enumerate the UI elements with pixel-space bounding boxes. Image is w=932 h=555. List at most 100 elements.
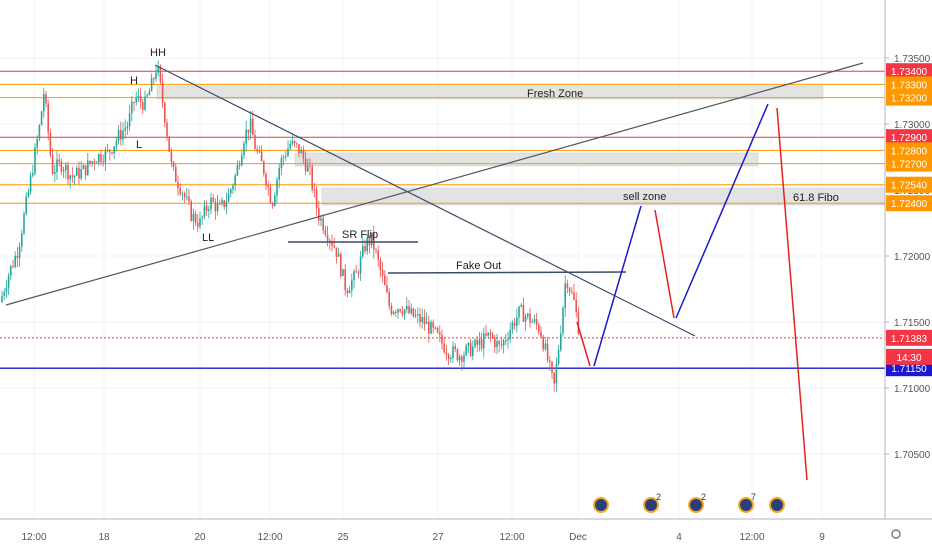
candle-body-149 — [329, 240, 331, 242]
candle-body-262 — [577, 312, 580, 334]
fake-out-line[interactable] — [387, 271, 627, 274]
candle-body-14 — [32, 173, 34, 176]
candle-body-144 — [318, 208, 320, 221]
time-tick-8: 4 — [676, 532, 682, 543]
candle-body-203 — [447, 354, 450, 360]
candle-body-117 — [258, 151, 261, 153]
candle-body-81 — [179, 187, 181, 194]
candle-body-191 — [421, 317, 423, 323]
candle-body-139 — [307, 165, 309, 172]
candle-body-250 — [551, 361, 553, 373]
candle-body-2 — [5, 287, 8, 293]
candle-body-178 — [392, 311, 395, 314]
candle-body-38 — [84, 165, 87, 176]
event-badge-flag-4[interactable] — [771, 499, 783, 511]
candle-body-40 — [89, 160, 91, 164]
candle-body-182 — [401, 311, 404, 315]
time-tick-1: 18 — [98, 532, 110, 543]
candle-body-41 — [91, 161, 93, 164]
candle-body-239 — [527, 313, 529, 317]
candle-body-140 — [309, 165, 311, 167]
event-badge-flag-0[interactable] — [595, 499, 607, 511]
candle-body-19 — [43, 94, 45, 112]
candle-body-97 — [214, 201, 217, 212]
candle-body-125 — [276, 179, 278, 196]
candle-body-227 — [500, 344, 503, 346]
level-label-5: 1.72700 — [891, 160, 928, 171]
event-badge-flag-1[interactable] — [645, 499, 657, 511]
candle-body-233 — [513, 322, 516, 326]
candle-body-107 — [236, 165, 239, 176]
candle-body-202 — [445, 352, 448, 355]
candle-body-208 — [458, 356, 461, 361]
candle-body-110 — [243, 143, 245, 156]
candle-body-22 — [49, 132, 52, 156]
candle-body-220 — [485, 333, 487, 336]
candle-body-92 — [203, 205, 206, 217]
candle-body-170 — [375, 249, 377, 251]
candle-body-78 — [172, 161, 175, 168]
candle-body-188 — [414, 315, 417, 317]
candle-body-235 — [518, 306, 520, 318]
candle-body-69 — [153, 78, 155, 80]
candle-body-258 — [568, 288, 571, 292]
candle-body-51 — [113, 146, 115, 154]
candle-body-260 — [573, 292, 575, 300]
candle-body-244 — [538, 324, 540, 332]
candle-body-238 — [524, 316, 527, 322]
candle-body-171 — [377, 250, 379, 260]
candle-body-3 — [7, 275, 10, 288]
time-tick-5: 27 — [432, 532, 444, 543]
candle-body-105 — [232, 185, 234, 190]
candle-body-113 — [249, 118, 252, 133]
candle-body-95 — [210, 197, 212, 210]
candle-body-138 — [304, 158, 307, 172]
level-label-bg-5 — [886, 155, 932, 172]
candle-body-160 — [353, 271, 355, 281]
label-fake-out: Fake Out — [456, 260, 501, 272]
price-tick-1: 1.73000 — [894, 120, 931, 131]
candle-body-237 — [522, 304, 525, 322]
candle-body-221 — [487, 332, 489, 336]
candle-body-187 — [412, 308, 415, 317]
descending-trendline[interactable] — [154, 64, 696, 337]
candle-body-74 — [164, 102, 166, 123]
event-badge-flag-2[interactable] — [690, 499, 702, 511]
settings-icon[interactable] — [891, 529, 901, 539]
candle-body-108 — [238, 165, 241, 167]
candle-body-47 — [104, 150, 107, 163]
event-badges[interactable]: 2 2 7 — [593, 492, 785, 513]
candle-body-151 — [333, 245, 335, 248]
time-tick-6: 12:00 — [499, 532, 524, 543]
candle-body-36 — [80, 169, 82, 179]
level-label-bg-0 — [886, 63, 932, 80]
time-axis[interactable]: 12:00 18 20 12:00 25 27 12:00 Dec 4 12:00 9 — [21, 532, 825, 543]
candle-body-7 — [16, 255, 19, 259]
projection-up-1 — [593, 205, 642, 367]
label-sr-flip: SR Flip — [342, 229, 378, 241]
middle-zone-box — [294, 152, 759, 167]
candle-body-88 — [194, 214, 197, 223]
candle-body-143 — [315, 189, 318, 209]
candle-body-197 — [434, 327, 437, 329]
candle-body-67 — [148, 91, 151, 96]
price-tick-3: 1.72000 — [894, 252, 931, 263]
level-label-9: 1.71150 — [891, 364, 927, 375]
ascending-trendline[interactable] — [5, 62, 864, 306]
event-badge-flag-3[interactable] — [740, 499, 752, 511]
candle-body-30 — [67, 164, 69, 180]
candle-body-141 — [311, 166, 313, 190]
candle-body-39 — [87, 160, 89, 176]
candle-body-230 — [507, 338, 509, 341]
price-tick-0: 1.73500 — [894, 54, 931, 65]
candle-body-228 — [502, 340, 505, 346]
candle-body-126 — [278, 168, 280, 180]
candle-body-8 — [18, 246, 21, 259]
price-axis[interactable]: 1.735001.730001.725001.720001.715001.710… — [885, 54, 931, 461]
projection-down-1 — [576, 321, 591, 367]
candle-body-11 — [25, 196, 27, 214]
candle-body-212 — [467, 342, 470, 346]
candle-body-12 — [27, 191, 30, 197]
